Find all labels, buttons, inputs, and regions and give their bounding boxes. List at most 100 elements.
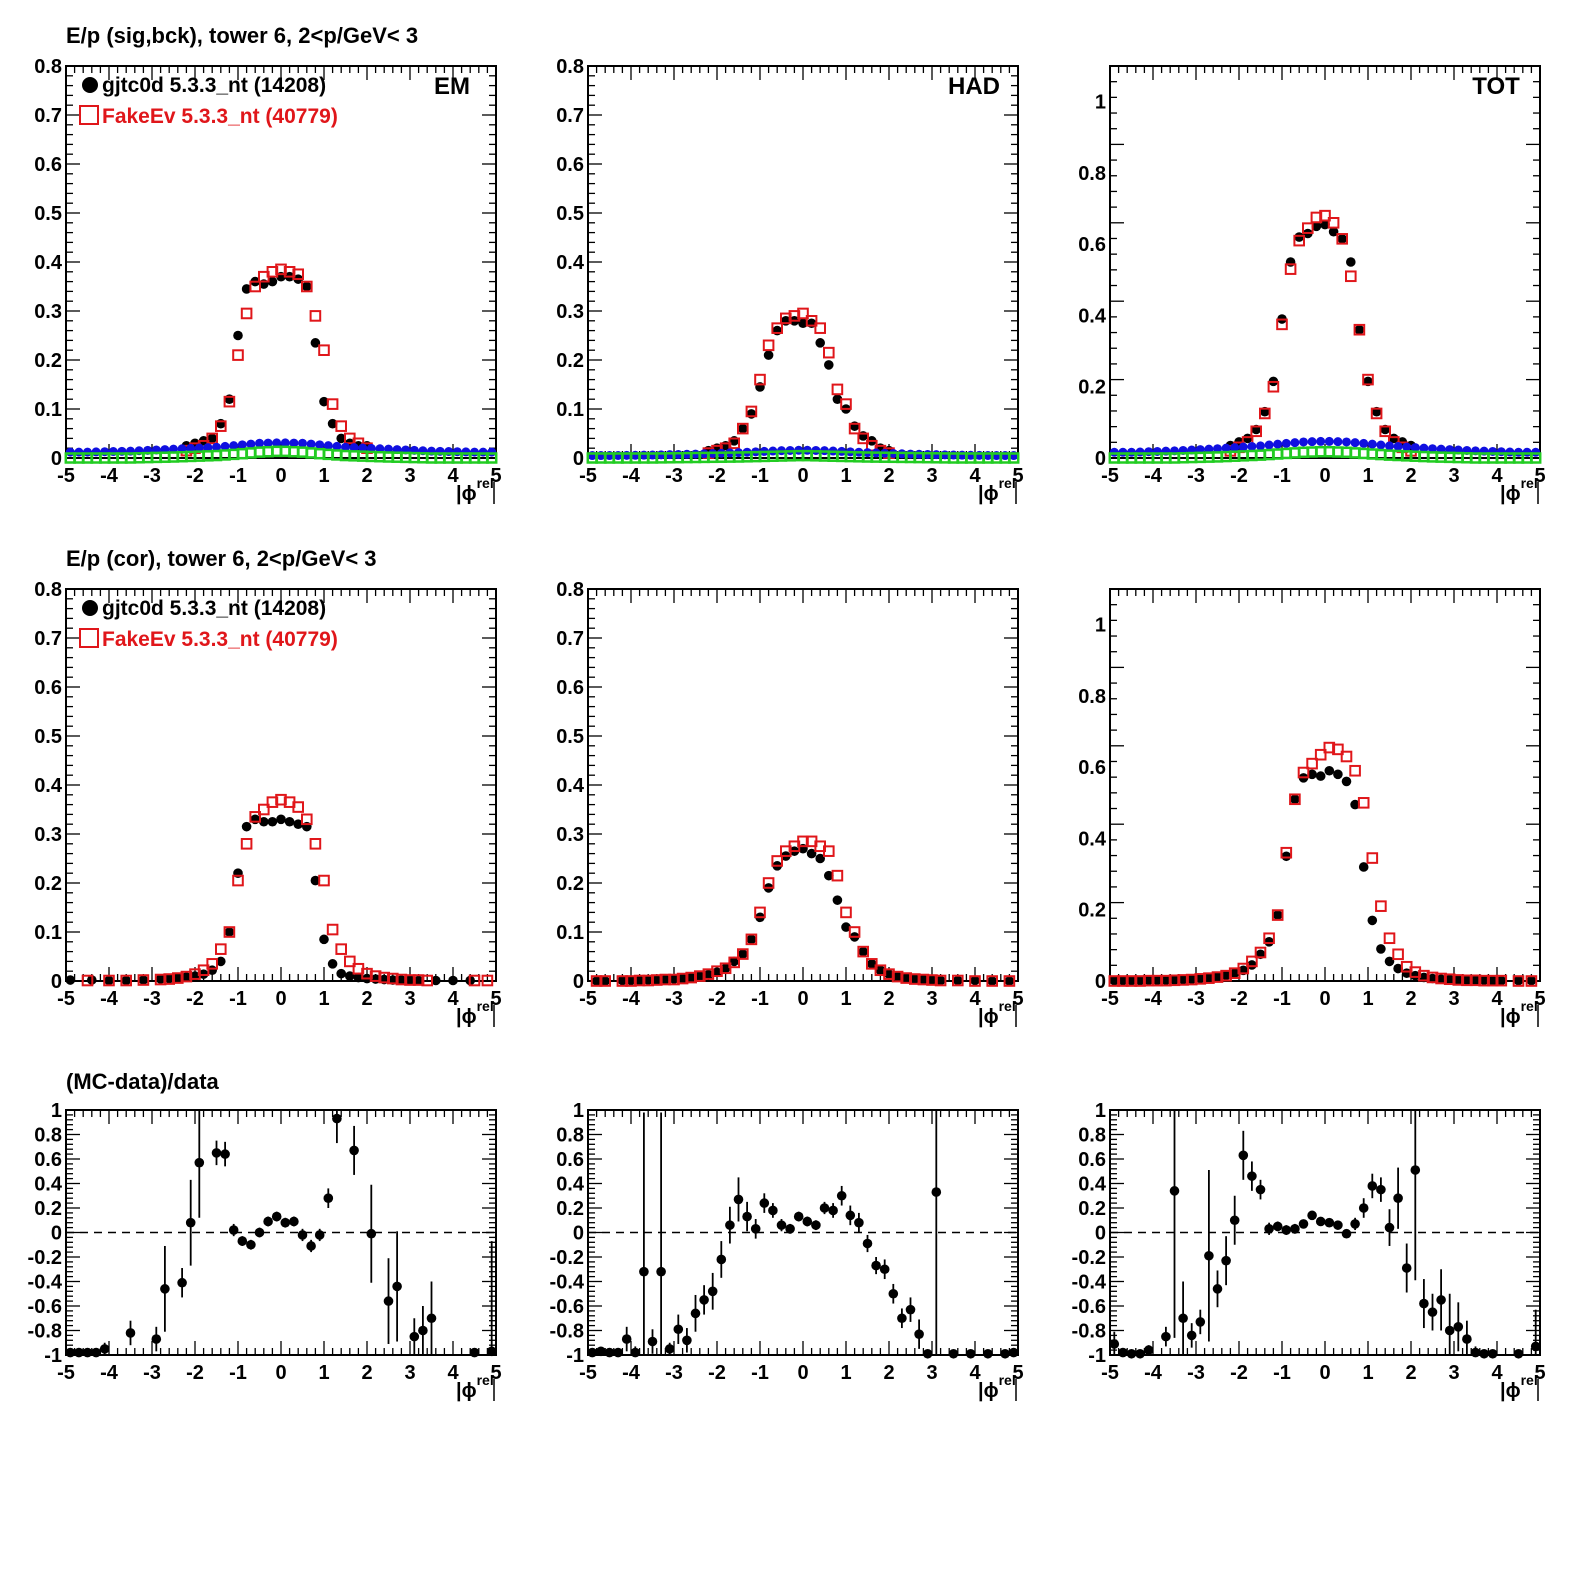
x-tick-label: -1: [751, 988, 769, 1010]
ratio-point: [888, 1288, 899, 1299]
mc-point: [1353, 323, 1366, 336]
bck-data-point: [229, 441, 239, 451]
data-point: [695, 971, 705, 981]
ratio-point: [1255, 1184, 1266, 1195]
y-tick-label: 0: [1095, 971, 1106, 993]
mc-point: [240, 307, 253, 320]
ratio-point: [1118, 1347, 1128, 1358]
bck-data-point: [1290, 438, 1300, 448]
ratio-point: [323, 1193, 334, 1203]
data-point: [901, 973, 911, 983]
mc-point: [1327, 217, 1340, 229]
mc-point: [318, 344, 330, 356]
series-mc: [180, 263, 373, 457]
ratio-point: [1143, 1345, 1154, 1355]
y-tick-label: 0.6: [1078, 1149, 1106, 1171]
bck-data-point: [1342, 437, 1351, 447]
y-tick-label: 0.7: [34, 105, 62, 127]
data-point: [1427, 973, 1438, 984]
mc-point: [857, 945, 870, 958]
bck-data-point: [220, 441, 230, 451]
bck-data-point: [1333, 437, 1343, 447]
bck-data-point: [272, 438, 282, 448]
ratio-point: [587, 1347, 598, 1358]
legend-label-data: gjtc0d 5.3.3_nt (14208): [102, 74, 326, 97]
bck-data-point: [332, 441, 342, 451]
data-point: [1444, 974, 1455, 985]
data-point: [164, 973, 174, 984]
ratio-point: [1333, 1220, 1343, 1230]
data-point: [669, 974, 679, 984]
mc-point: [840, 398, 852, 410]
mc-point: [1271, 909, 1284, 921]
series-bck_mc: [586, 449, 1020, 464]
ratio-point: [125, 1328, 136, 1338]
data-point: [224, 394, 235, 405]
data-point: [591, 976, 602, 986]
mc-point: [1302, 222, 1314, 234]
x-tick-label: 2: [1405, 465, 1416, 487]
data-point: [1333, 769, 1343, 780]
x-axis-title: |ϕrel: [456, 475, 494, 505]
mc-point: [1332, 743, 1344, 756]
data-point: [1272, 910, 1283, 920]
data-point: [1487, 975, 1498, 986]
bck-data-point: [1281, 438, 1291, 448]
series-mc: [1108, 741, 1538, 987]
data-point: [405, 975, 415, 985]
x-tick-label: 4: [1491, 988, 1503, 1010]
x-tick-label: -2: [708, 988, 726, 1010]
legend-marker-mc: [79, 628, 99, 648]
ratio-point: [750, 1224, 761, 1234]
x-tick-label: 5: [1012, 465, 1023, 487]
y-tick-label: 1: [1095, 1100, 1106, 1122]
bck-data-point: [315, 440, 325, 450]
data-point: [824, 870, 834, 881]
x-axis-title: |ϕrel: [456, 998, 494, 1028]
bck-data-point: [263, 438, 273, 448]
series-ratio: [1109, 1110, 1541, 1359]
x-axis-title-sup: rel: [999, 998, 1016, 1014]
y-tick-label: 0.4: [556, 1174, 585, 1196]
x-tick-label: 2: [883, 988, 894, 1010]
x-tick-label: -2: [708, 465, 726, 487]
data-point: [686, 972, 696, 983]
mc-point: [103, 974, 115, 987]
data-point: [935, 975, 946, 986]
mc-point: [215, 943, 227, 955]
y-tick-label: 0.4: [1078, 305, 1107, 327]
ratio-point: [1204, 1250, 1214, 1261]
ratio-point: [349, 1145, 359, 1156]
data-point: [1470, 975, 1481, 986]
y-tick-label: 0: [51, 971, 62, 993]
mc-point: [900, 972, 913, 984]
x-axis-title-main: |ϕ: [978, 1380, 999, 1402]
mc-point: [240, 838, 253, 850]
mc-point: [249, 280, 261, 293]
panel-p22: -5 -4 -3 -2 -1 0 1 2 3 4 5-1-0.8-0.6-0.4-0.200.20.…: [1072, 1100, 1546, 1402]
data-point: [1294, 232, 1304, 242]
y-tick-label: 0.6: [556, 154, 584, 176]
data-point: [336, 433, 347, 444]
x-tick-label: -5: [57, 1362, 75, 1384]
x-tick-label: -1: [229, 988, 247, 1010]
x-tick-label: 3: [926, 988, 937, 1010]
y-tick-label: 0: [1095, 448, 1106, 470]
mc-point: [275, 793, 287, 806]
mc-point: [1314, 748, 1327, 761]
ratio-point: [854, 1217, 864, 1228]
mc-point: [1366, 852, 1379, 864]
mc-point: [1250, 425, 1263, 438]
ratio-point: [1281, 1225, 1292, 1235]
y-tick-label: 1: [1095, 615, 1106, 637]
ratio-point: [733, 1194, 744, 1205]
x-tick-label: 2: [1405, 1362, 1416, 1384]
ratio-point: [1178, 1313, 1188, 1324]
mc-point: [344, 955, 356, 968]
x-tick-label: -1: [751, 465, 769, 487]
ratio-point: [1341, 1228, 1352, 1239]
panel-p21: -5 -4 -3 -2 -1 0 1 2 3 4 5-1-0.8-0.6-0.4-0.200.20.…: [550, 1100, 1024, 1402]
data-point: [1393, 963, 1403, 974]
x-tick-label: -2: [1230, 1362, 1248, 1384]
data-point: [345, 971, 355, 981]
